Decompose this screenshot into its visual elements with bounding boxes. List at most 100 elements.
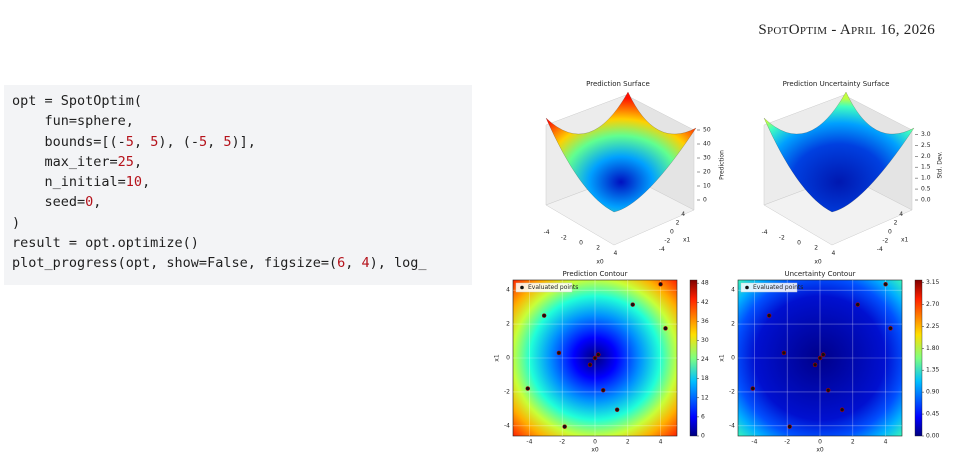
evaluated-point	[825, 387, 831, 393]
y-tick-label: -2	[664, 237, 670, 244]
x-axis-label: x0	[591, 447, 599, 454]
y-tick-label: 4	[681, 211, 685, 218]
y-tick-label: -4	[504, 422, 510, 429]
y-tick-label: -4	[877, 246, 883, 253]
y-axis-label: x1	[901, 237, 909, 244]
z-axis-label: Prediction	[719, 150, 726, 180]
x-tick-label: -4	[762, 229, 768, 236]
x-tick-label: -4	[751, 439, 757, 446]
y-axis-label: x1	[494, 354, 501, 362]
legend-box	[740, 282, 798, 293]
evaluated-point	[883, 281, 888, 287]
x-tick-label: -2	[784, 439, 790, 446]
y-tick-label: 4	[731, 287, 735, 294]
colorbar-tick-label: 0	[701, 433, 705, 440]
x-tick-label: 4	[659, 439, 663, 446]
colorbar-tick-label: 2.25	[926, 323, 940, 330]
x-tick-label: -2	[559, 439, 565, 446]
x-tick-label: 2	[626, 439, 630, 446]
colorbar	[914, 279, 923, 437]
x-tick-label: 0	[593, 439, 597, 446]
y-tick-label: -2	[729, 388, 735, 395]
code-line: n_initial=10,	[12, 174, 151, 191]
evaluated-point	[541, 313, 547, 318]
x-tick-label: -2	[561, 234, 567, 241]
y-tick-label: 4	[899, 211, 903, 218]
z-tick-label: 50	[703, 127, 711, 134]
x-axis-label: x0	[596, 259, 604, 266]
z-tick-label: 20	[703, 169, 711, 176]
plot-title: Prediction Surface	[586, 80, 650, 88]
x-axis-label: x0	[814, 259, 822, 266]
surface-plot: Prediction Surface01020304050Prediction-…	[544, 80, 726, 266]
colorbar-tick-label: 0.45	[926, 411, 940, 418]
evaluated-point	[821, 352, 826, 357]
code-line: )	[12, 214, 21, 231]
colorbar-tick-label: 12	[701, 394, 709, 401]
code-line: plot_progress(opt, show=False, figsize=(…	[12, 255, 427, 272]
surface	[545, 91, 697, 213]
evaluated-point	[596, 352, 601, 357]
evaluated-point	[781, 350, 787, 356]
evaluated-point	[556, 350, 562, 356]
evaluated-point	[658, 281, 663, 287]
y-tick-label: 4	[506, 287, 510, 294]
x-tick-label: 2	[851, 439, 855, 446]
z-tick-label: 0.0	[921, 197, 931, 204]
colorbar-tick-label: 36	[701, 318, 709, 325]
z-tick-label: 2.0	[921, 153, 931, 160]
evaluated-point	[562, 424, 567, 429]
evaluated-point	[839, 407, 845, 412]
colorbar-tick-label: 1.35	[926, 367, 940, 374]
evaluated-point	[600, 387, 606, 393]
x-tick-label: -4	[544, 229, 550, 236]
legend-marker	[745, 285, 749, 290]
y-tick-label: 2	[731, 321, 735, 328]
x-axis-label: x0	[816, 447, 824, 454]
colorbar-tick-label: 0.00	[926, 433, 940, 440]
evaluated-point	[888, 326, 893, 331]
evaluated-point	[766, 313, 772, 318]
y-axis-label: x1	[683, 237, 691, 244]
legend-label: Evaluated points	[528, 284, 578, 291]
x-tick-label: -4	[526, 439, 532, 446]
x-tick-label: 0	[818, 439, 822, 446]
plot-title: Prediction Uncertainty Surface	[783, 80, 890, 88]
y-tick-label: 2	[894, 220, 898, 227]
y-tick-label: 0	[888, 229, 892, 236]
plot-title: Uncertainty Contour	[784, 270, 855, 278]
y-tick-label: 2	[506, 321, 510, 328]
y-tick-label: 2	[676, 220, 680, 227]
x-tick-label: 4	[831, 250, 835, 257]
colorbar-tick-label: 6	[701, 413, 705, 420]
colorbar-tick-label: 0.90	[926, 389, 940, 396]
evaluated-point	[614, 407, 620, 412]
x-tick-label: 0	[579, 240, 583, 247]
x-tick-label: -2	[779, 234, 785, 241]
plot-title: Prediction Contour	[563, 270, 628, 278]
colorbar-tick-label: 48	[701, 280, 709, 287]
x-tick-label: 0	[797, 240, 801, 247]
surface-plot: Prediction Uncertainty Surface 0.0 0.5 1.0 1…	[762, 80, 944, 266]
colorbar-tick-label: 24	[701, 356, 709, 363]
legend-label: Evaluated points	[753, 284, 803, 291]
colorbar-tick-label: 1.80	[926, 345, 940, 352]
evaluated-point	[817, 355, 823, 361]
evaluated-point	[525, 386, 531, 391]
evaluated-point	[750, 386, 756, 391]
colorbar	[689, 279, 698, 437]
code-line: max_iter=25,	[12, 153, 143, 170]
code-line: opt = SpotOptim(	[12, 93, 143, 109]
y-tick-label: -4	[729, 422, 735, 429]
running-header: SpotOptim - April 16, 2026	[758, 22, 935, 38]
z-tick-label: 0.5	[921, 186, 931, 193]
surface	[763, 91, 915, 213]
y-tick-label: 0	[506, 355, 510, 362]
y-tick-label: -4	[659, 246, 665, 253]
z-tick-label: 1.0	[921, 175, 931, 182]
colorbar-tick-label: 42	[701, 299, 709, 306]
z-axis-label: Std. Dev.	[937, 151, 944, 178]
evaluated-point	[812, 362, 818, 368]
y-tick-label: -2	[504, 388, 510, 395]
